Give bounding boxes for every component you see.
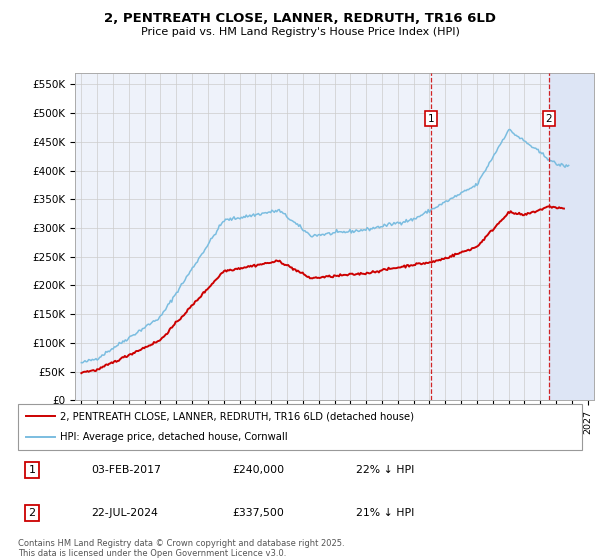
FancyBboxPatch shape <box>18 404 582 450</box>
Text: 2, PENTREATH CLOSE, LANNER, REDRUTH, TR16 6LD (detached house): 2, PENTREATH CLOSE, LANNER, REDRUTH, TR1… <box>60 411 415 421</box>
Text: 03-FEB-2017: 03-FEB-2017 <box>91 465 161 475</box>
Bar <box>549 73 596 400</box>
Text: Contains HM Land Registry data © Crown copyright and database right 2025.
This d: Contains HM Land Registry data © Crown c… <box>18 539 344 558</box>
Text: 2: 2 <box>546 114 553 124</box>
Text: Price paid vs. HM Land Registry's House Price Index (HPI): Price paid vs. HM Land Registry's House … <box>140 27 460 37</box>
Text: 2: 2 <box>29 508 35 518</box>
Text: 22% ↓ HPI: 22% ↓ HPI <box>356 465 415 475</box>
Text: 22-JUL-2024: 22-JUL-2024 <box>91 508 158 518</box>
Text: £240,000: £240,000 <box>232 465 284 475</box>
Text: 21% ↓ HPI: 21% ↓ HPI <box>356 508 415 518</box>
Text: HPI: Average price, detached house, Cornwall: HPI: Average price, detached house, Corn… <box>60 432 288 442</box>
Text: £337,500: £337,500 <box>232 508 284 518</box>
Text: 1: 1 <box>29 465 35 475</box>
Bar <box>549 73 596 400</box>
Text: 1: 1 <box>428 114 434 124</box>
Text: 2, PENTREATH CLOSE, LANNER, REDRUTH, TR16 6LD: 2, PENTREATH CLOSE, LANNER, REDRUTH, TR1… <box>104 12 496 25</box>
